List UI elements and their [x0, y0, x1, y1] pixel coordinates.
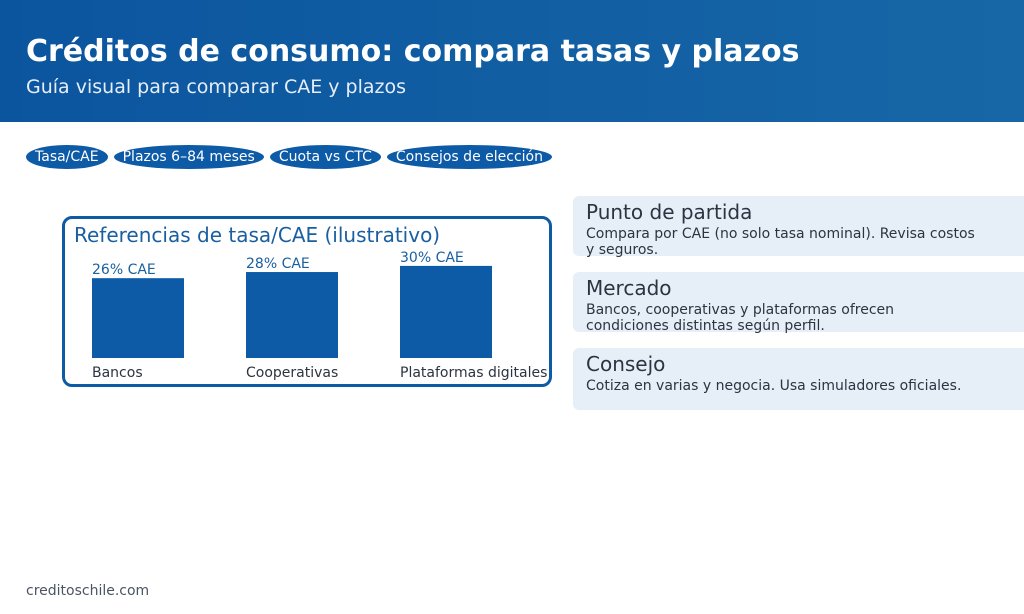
value-label: 26% CAE — [92, 262, 156, 278]
card-title: Mercado — [586, 276, 672, 300]
page-subtitle: Guía visual para comparar CAE y plazos — [26, 76, 407, 98]
tab-bar: Tasa/CAE Plazos 6–84 meses Cuota vs CTC Con… — [26, 145, 552, 169]
chart: Referencias de tasa/CAE (ilustrativo) 26… — [74, 223, 547, 381]
card-text: Compara por CAE (no solo tasa nominal). … — [586, 226, 975, 258]
category-label: Bancos — [92, 365, 143, 381]
chart-title: Referencias de tasa/CAE (ilustrativo) — [74, 223, 440, 247]
tab[interactable]: Tasa/CAE — [26, 145, 108, 169]
category-label: Cooperativas — [246, 365, 338, 381]
value-label: 28% CAE — [246, 256, 310, 272]
card-title: Consejo — [586, 352, 666, 376]
chart-frame — [62, 216, 552, 387]
tab[interactable]: Plazos 6–84 meses — [113, 145, 264, 169]
info-card: Mercado Bancos, cooperativas y plataforma… — [573, 272, 1024, 334]
info-card: Punto de partida Compara por CAE (no solo… — [573, 196, 1024, 258]
card-title: Punto de partida — [586, 200, 753, 224]
tab[interactable]: Consejos de elección — [386, 145, 552, 169]
info-card: Consejo Cotiza en varias y negocia. Usa s… — [573, 348, 1024, 410]
card-text: Bancos, cooperativas y plataformas ofrec… — [586, 302, 895, 334]
category-label: Plataformas digitales — [400, 365, 547, 381]
value-label: 30% CAE — [400, 250, 464, 266]
card-text: Cotiza en varias y negocia. Usa simulado… — [586, 378, 962, 394]
bar — [400, 265, 492, 358]
bar — [246, 272, 338, 358]
bar — [92, 278, 184, 358]
header: Créditos de consumo: compara tasas y pla… — [0, 0, 1024, 122]
footer: creditoschile.com — [26, 583, 150, 599]
tab[interactable]: Cuota vs CTC — [269, 145, 381, 169]
page-title: Créditos de consumo: compara tasas y pla… — [26, 34, 800, 69]
